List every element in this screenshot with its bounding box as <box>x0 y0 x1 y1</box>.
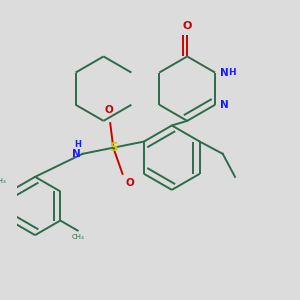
Text: O: O <box>104 106 113 116</box>
Text: O: O <box>182 21 192 31</box>
Text: N: N <box>72 149 81 159</box>
Text: S: S <box>109 141 118 154</box>
Text: N: N <box>220 68 229 78</box>
Text: CH₃: CH₃ <box>0 178 7 184</box>
Text: CH₃: CH₃ <box>71 234 84 240</box>
Text: N: N <box>220 100 228 110</box>
Text: H: H <box>228 68 236 77</box>
Text: O: O <box>126 178 134 188</box>
Text: H: H <box>74 140 81 148</box>
